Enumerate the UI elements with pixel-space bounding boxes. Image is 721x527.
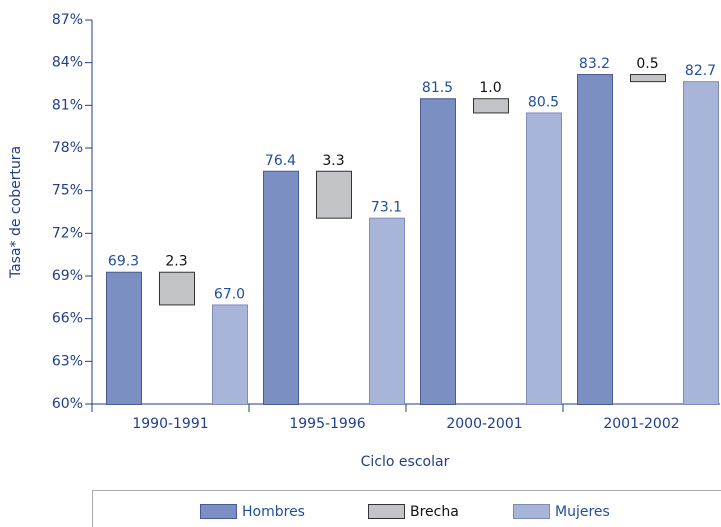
value-label: 83.2 [579,56,610,72]
y-tick-label: 84% [52,55,83,71]
bar [159,271,195,306]
legend-swatch [200,504,237,519]
legend-label: Brecha [410,504,459,520]
y-tick-label: 75% [52,183,83,199]
bar [263,170,299,405]
y-tick-label: 87% [52,12,83,28]
bar [212,304,248,406]
y-tick-label: 72% [52,225,83,241]
y-tick-label: 78% [52,140,83,156]
value-label: 73.1 [371,200,402,216]
value-label: 0.5 [636,56,658,72]
value-label: 2.3 [165,254,187,270]
legend-box [92,490,721,527]
x-axis-label: Ciclo escolar [361,454,450,470]
bar [316,170,352,219]
bar [420,98,456,405]
legend-label: Hombres [242,504,305,520]
bar [106,271,142,405]
bar [577,74,613,406]
bar [683,81,719,406]
x-tick-label: 1995-1996 [289,416,365,432]
value-label: 69.3 [108,254,139,270]
value-label: 80.5 [528,94,559,110]
bar [526,112,562,405]
x-tick-label: 1990-1991 [132,416,208,432]
value-label: 67.0 [214,286,245,302]
value-label: 76.4 [265,153,296,169]
y-tick-label: 66% [52,311,83,327]
plot-area [92,20,721,404]
x-tick-label: 2000-2001 [446,416,522,432]
value-label: 82.7 [685,63,716,79]
bar [473,98,509,114]
legend-swatch [513,504,550,519]
legend-label: Mujeres [555,504,610,520]
y-tick-label: 60% [52,396,83,412]
value-label: 1.0 [479,80,501,96]
value-label: 3.3 [322,153,344,169]
y-tick-label: 63% [52,353,83,369]
legend-swatch [368,504,405,519]
x-tick-label: 2001-2002 [603,416,679,432]
y-tick-label: 81% [52,97,83,113]
bar [630,74,666,83]
bar [369,217,405,405]
y-axis-label: Tasa* de cobertura [8,146,24,279]
y-tick-label: 69% [52,268,83,284]
value-label: 81.5 [422,80,453,96]
